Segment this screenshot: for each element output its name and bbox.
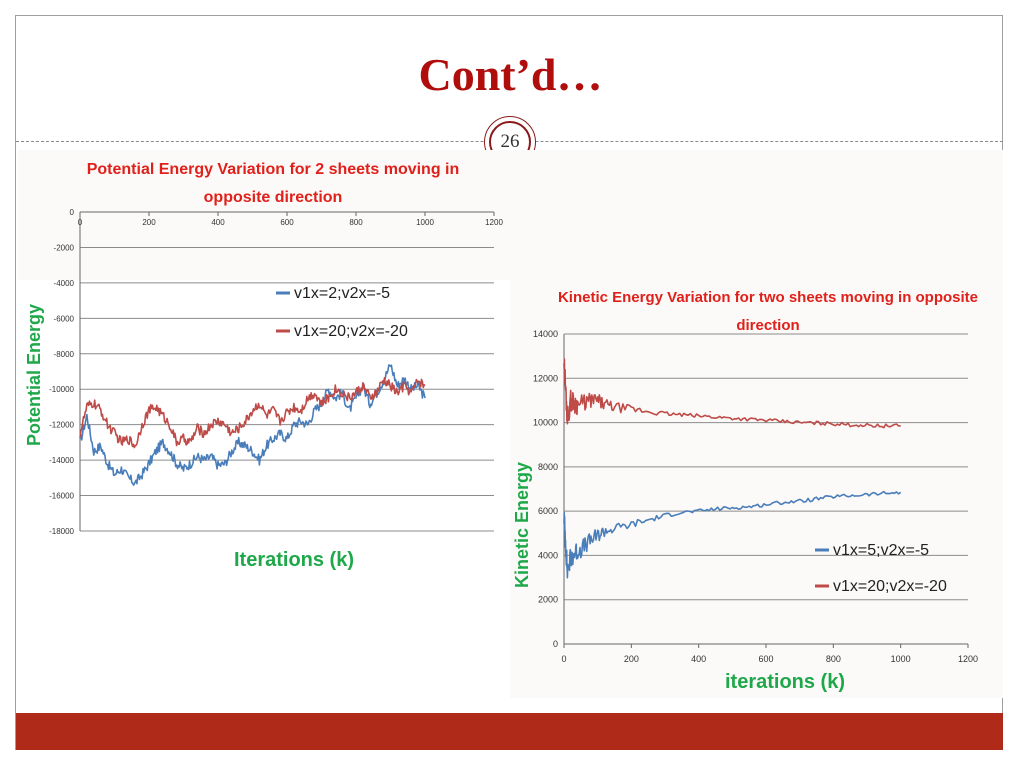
x-tick-label: 800 [349,218,363,227]
y-tick-label: 10000 [533,418,558,428]
x-tick-label: 400 [691,654,706,664]
y-tick-label: -2000 [54,243,75,252]
x-tick-label: 1200 [485,218,503,227]
x-tick-label: 200 [142,218,156,227]
y-tick-label: 2000 [538,595,558,605]
x-tick-label: 1000 [416,218,434,227]
y-tick-label: 0 [553,639,558,649]
x-tick-label: 200 [624,654,639,664]
x-tick-label: 0 [561,654,566,664]
potential-energy-chart: Potential Energy Variation for 2 sheets … [24,161,503,571]
y-tick-label: 6000 [538,506,558,516]
chart-title-line: Kinetic Energy Variation for two sheets … [558,289,978,306]
chart-panel-top [18,150,1003,280]
y-axis-label: Potential Energy [24,304,44,446]
chart-title-line: opposite direction [204,189,343,206]
x-tick-label: 600 [280,218,294,227]
y-axis-label: Kinetic Energy [512,462,532,588]
x-tick-label: 1200 [958,654,978,664]
y-tick-label: -4000 [54,279,75,288]
legend-entry: v1x=5;v2x=-5 [833,542,929,559]
y-tick-label: -10000 [49,385,74,394]
footer-bar [16,713,1003,750]
legend-entry: v1x=20;v2x=-20 [294,323,408,340]
y-tick-label: 4000 [538,550,558,560]
x-axis-label: iterations (k) [725,671,845,693]
y-tick-label: 0 [70,208,75,217]
slide-title: Cont’d… [418,49,603,100]
kinetic-energy-chart: Kinetic Energy Variation for two sheets … [512,289,978,693]
y-tick-label: 14000 [533,329,558,339]
y-tick-label: 8000 [538,462,558,472]
y-tick-label: -16000 [49,492,74,501]
chart-title-line: Potential Energy Variation for 2 sheets … [87,161,460,178]
y-tick-label: -6000 [54,314,75,323]
series-line-2 [79,377,426,449]
chart-title-line: direction [736,317,799,334]
series-line-2 [563,358,901,429]
legend-entry: v1x=2;v2x=-5 [294,285,390,302]
legend-entry: v1x=20;v2x=-20 [833,578,947,595]
series-line-1 [79,364,426,486]
x-tick-label: 400 [211,218,225,227]
y-tick-label: -18000 [49,527,74,536]
series-line-1 [563,490,902,579]
x-tick-label: 800 [826,654,841,664]
y-tick-label: -8000 [54,350,75,359]
chart-panel-right [510,280,1003,698]
y-tick-label: 12000 [533,373,558,383]
y-tick-label: -12000 [49,421,74,430]
x-tick-label: 1000 [891,654,911,664]
x-axis-label: Iterations (k) [234,549,354,571]
y-tick-label: -14000 [49,456,74,465]
x-tick-label: 0 [78,218,83,227]
x-tick-label: 600 [758,654,773,664]
